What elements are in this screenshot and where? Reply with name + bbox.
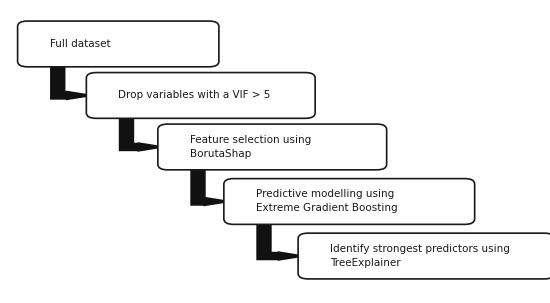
Polygon shape — [256, 219, 308, 261]
Polygon shape — [50, 61, 96, 100]
Text: Drop variables with a VIF > 5: Drop variables with a VIF > 5 — [118, 90, 271, 101]
FancyBboxPatch shape — [158, 124, 387, 170]
Polygon shape — [119, 113, 168, 152]
Polygon shape — [190, 164, 234, 206]
FancyBboxPatch shape — [86, 72, 315, 118]
Text: Predictive modelling using
Extreme Gradient Boosting: Predictive modelling using Extreme Gradi… — [256, 189, 397, 214]
Text: Feature selection using
BorutaShap: Feature selection using BorutaShap — [190, 135, 311, 159]
Text: Identify strongest predictors using
TreeExplainer: Identify strongest predictors using Tree… — [330, 244, 510, 268]
FancyBboxPatch shape — [298, 233, 550, 279]
Text: Full dataset: Full dataset — [50, 39, 110, 49]
FancyBboxPatch shape — [18, 21, 219, 67]
FancyBboxPatch shape — [224, 179, 475, 224]
